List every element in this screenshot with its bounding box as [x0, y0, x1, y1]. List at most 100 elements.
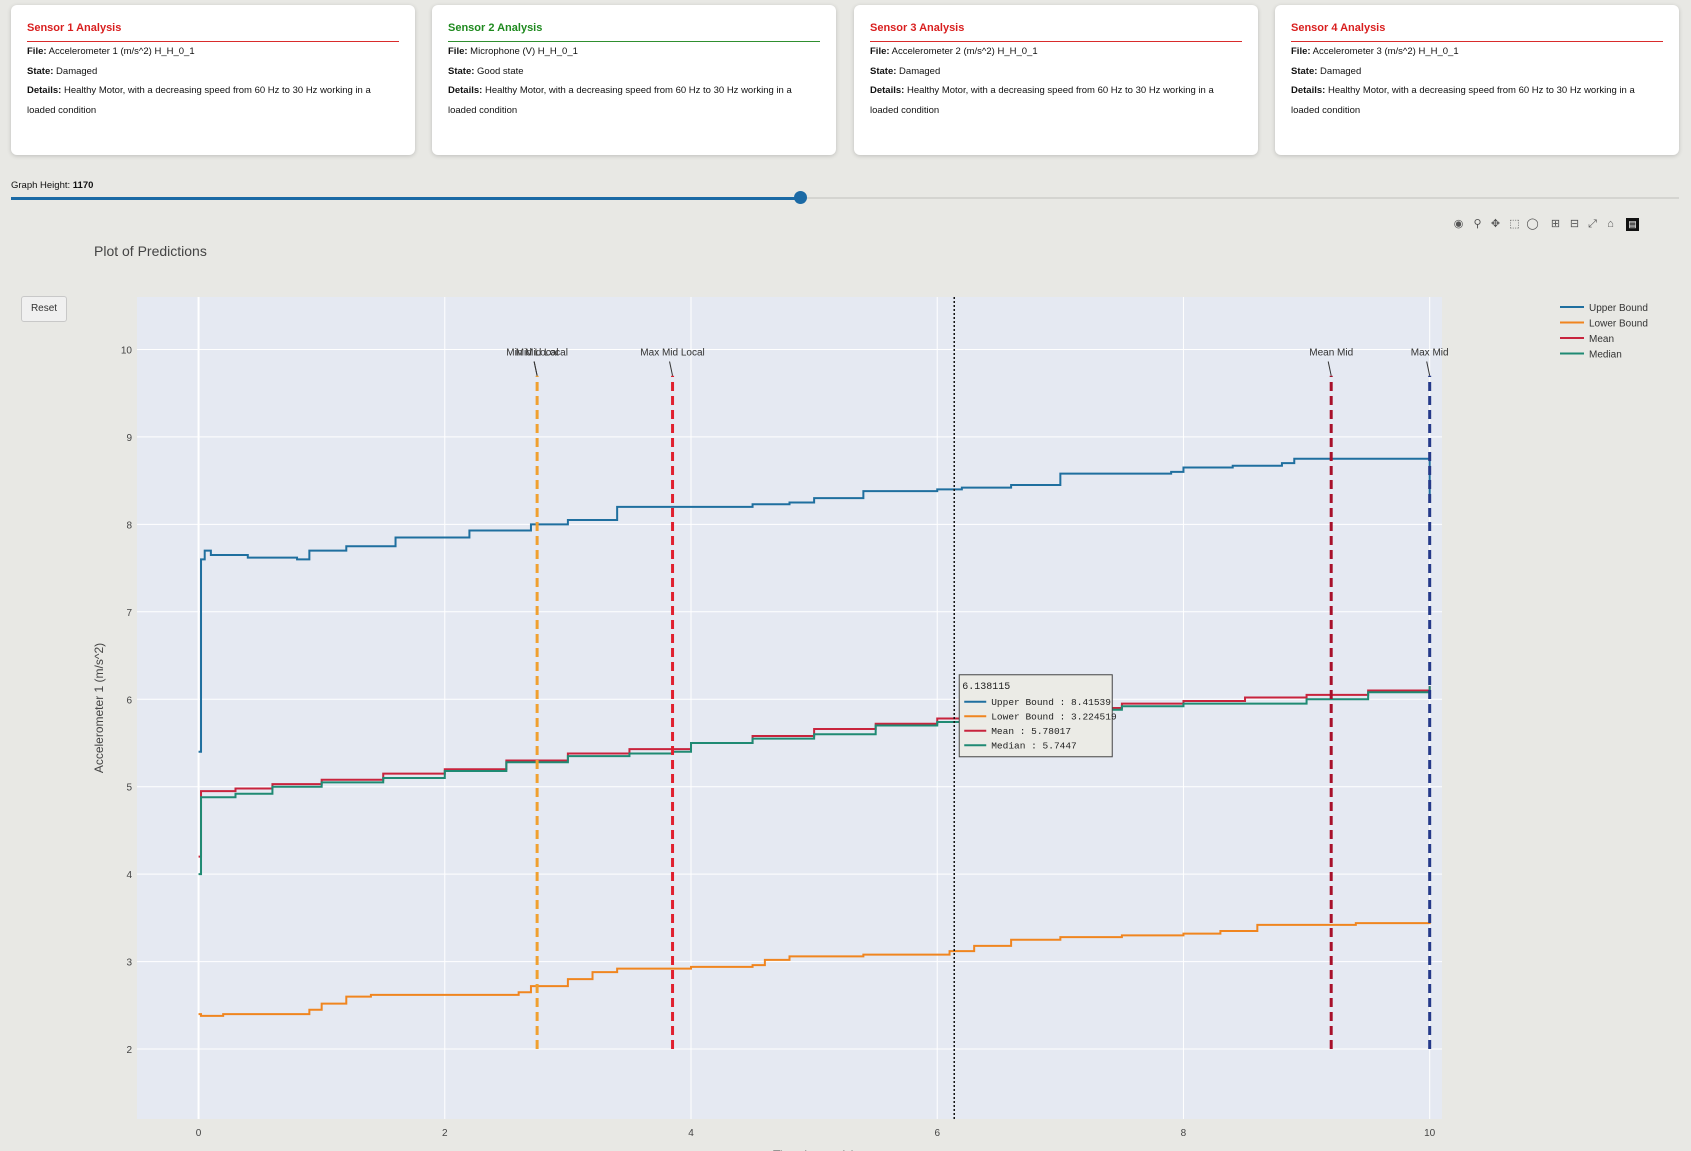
sensor-card-3: Sensor 3 Analysis File: Accelerometer 2 …: [854, 5, 1258, 155]
legend-item-upper: Upper Bound: [1589, 303, 1648, 314]
y-tick-label: 5: [126, 783, 132, 794]
graph-height-value: 1170: [72, 180, 94, 191]
legend-item-median: Median: [1589, 350, 1622, 361]
marker-label: Min Mid Local: [506, 347, 568, 358]
marker-arrow: [669, 361, 674, 376]
details-label: Details:: [870, 85, 905, 96]
pan-icon[interactable]: ✥: [1490, 218, 1501, 230]
card-file: File: Accelerometer 2 (m/s^2) H_H_0_1: [870, 42, 1242, 62]
sensor-card-2: Sensor 2 Analysis File: Microphone (V) H…: [432, 5, 836, 155]
card-title: Sensor 4 Analysis: [1291, 22, 1663, 42]
graph-height-label-text: Graph Height:: [11, 180, 71, 191]
sensor-card-1: Sensor 1 Analysis File: Accelerometer 1 …: [11, 5, 415, 155]
series-line-median: [198, 686, 1431, 876]
plotly-logo-icon[interactable]: ▤: [1626, 218, 1639, 231]
x-axis-label: Time (seconds): [773, 1148, 855, 1151]
card-details: Details: Healthy Motor, with a decreasin…: [448, 81, 820, 120]
file-label: File:: [27, 46, 47, 57]
sensor-card-4: Sensor 4 Analysis File: Accelerometer 3 …: [1275, 5, 1679, 155]
card-file: File: Accelerometer 3 (m/s^2) H_H_0_1: [1291, 42, 1663, 62]
state-label: State:: [1291, 65, 1318, 77]
file-value: Accelerometer 1 (m/s^2) H_H_0_1: [48, 46, 195, 57]
x-tick-label: 0: [196, 1128, 202, 1139]
hover-row-text: Upper Bound : 8.41539: [991, 697, 1111, 708]
card-state: State: Good state: [448, 62, 820, 82]
plot-background: [137, 297, 1442, 1119]
details-value: Healthy Motor, with a decreasing speed f…: [448, 85, 792, 116]
y-axis-label: Accelerometer 1 (m/s^2): [92, 643, 106, 773]
card-title: Sensor 3 Analysis: [870, 22, 1242, 42]
slider-thumb[interactable]: [793, 191, 807, 204]
details-value: Healthy Motor, with a decreasing speed f…: [1291, 85, 1635, 116]
state-label: State:: [870, 65, 897, 77]
hover-x-value: 6.138115: [962, 682, 1010, 693]
file-label: File:: [1291, 46, 1311, 57]
y-tick-label: 7: [126, 608, 132, 619]
file-label: File:: [448, 46, 468, 57]
slider-fill: [11, 196, 800, 200]
card-state: State: Damaged: [1291, 62, 1663, 82]
file-value: Microphone (V) H_H_0_1: [470, 46, 578, 57]
zoom-out-icon[interactable]: ⊟: [1569, 218, 1580, 230]
y-tick-label: 10: [121, 345, 133, 356]
state-value: Damaged: [56, 65, 98, 77]
y-tick-label: 9: [126, 433, 132, 444]
box-select-icon[interactable]: ⬚: [1509, 218, 1520, 230]
card-details: Details: Healthy Motor, with a decreasin…: [1291, 81, 1663, 120]
legend-item-lower: Lower Bound: [1589, 319, 1648, 330]
file-label: File:: [870, 46, 890, 57]
card-file: File: Accelerometer 1 (m/s^2) H_H_0_1: [27, 42, 399, 62]
marker-arrow: [1327, 361, 1332, 376]
reset-button[interactable]: Reset: [21, 296, 67, 322]
y-tick-label: 6: [126, 695, 132, 706]
hover-row-text: Lower Bound : 3.224519: [991, 711, 1117, 722]
state-value: Good state: [477, 65, 524, 77]
marker-label: Max Mid Local: [640, 347, 704, 358]
state-label: State:: [27, 65, 54, 77]
y-tick-label: 8: [126, 520, 132, 531]
lasso-icon[interactable]: ◯: [1526, 218, 1539, 230]
marker-arrow: [533, 361, 538, 376]
card-state: State: Damaged: [27, 62, 399, 82]
card-file: File: Microphone (V) H_H_0_1: [448, 42, 820, 62]
card-state: State: Damaged: [870, 62, 1242, 82]
graph-height-slider[interactable]: [11, 191, 1679, 204]
x-tick-label: 6: [934, 1128, 940, 1139]
x-tick-label: 2: [442, 1128, 448, 1139]
state-value: Damaged: [899, 65, 941, 77]
marker-arrow: [1426, 361, 1431, 376]
file-value: Accelerometer 3 (m/s^2) H_H_0_1: [1312, 46, 1459, 57]
zoom-in-icon[interactable]: ⊞: [1550, 218, 1561, 230]
state-value: Damaged: [1320, 65, 1362, 77]
zoom-icon[interactable]: ⚲: [1473, 218, 1482, 230]
series-line-lower: [198, 917, 1431, 1017]
details-label: Details:: [27, 85, 62, 96]
camera-icon[interactable]: ◉: [1453, 218, 1464, 230]
card-details: Details: Healthy Motor, with a decreasin…: [27, 81, 399, 120]
y-tick-label: 3: [126, 958, 132, 969]
y-tick-label: 4: [126, 870, 132, 881]
details-value: Healthy Motor, with a decreasing speed f…: [870, 85, 1214, 116]
plot-title: Plot of Predictions: [94, 243, 207, 259]
sensor-cards: Sensor 1 Analysis File: Accelerometer 1 …: [11, 5, 1679, 155]
home-icon[interactable]: ⌂: [1607, 218, 1614, 230]
file-value: Accelerometer 2 (m/s^2) H_H_0_1: [891, 46, 1038, 57]
marker-label: Mean Mid: [1309, 347, 1353, 358]
series-line-upper: [198, 457, 1431, 753]
x-tick-label: 10: [1424, 1128, 1436, 1139]
hover-row-text: Mean : 5.78017: [991, 726, 1071, 737]
details-label: Details:: [1291, 85, 1326, 96]
legend-item-mean: Mean: [1589, 334, 1614, 345]
card-title: Sensor 2 Analysis: [448, 22, 820, 42]
card-details: Details: Healthy Motor, with a decreasin…: [870, 81, 1242, 120]
autoscale-icon[interactable]: ⤢: [1588, 218, 1597, 230]
details-label: Details:: [448, 85, 483, 96]
marker-label: Max Mid: [1411, 347, 1449, 358]
x-tick-label: 8: [1181, 1128, 1187, 1139]
state-label: State:: [448, 65, 475, 77]
graph-height-label: Graph Height: 1170: [11, 180, 93, 191]
marker-label: Mid Local: [516, 347, 559, 358]
y-tick-label: 2: [126, 1045, 132, 1056]
details-value: Healthy Motor, with a decreasing speed f…: [27, 85, 371, 116]
